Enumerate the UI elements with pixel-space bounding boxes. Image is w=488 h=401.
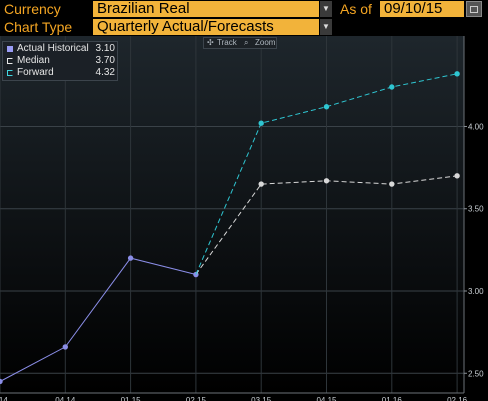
grid-lines [0, 36, 465, 394]
legend-swatch-actual [7, 46, 13, 52]
calendar-icon[interactable] [466, 1, 482, 17]
currency-field[interactable]: Brazilian Real [93, 1, 319, 17]
x-tick-label: 01 16 [382, 396, 403, 401]
chart-legend: Actual Historical 3.10 Median 3.70 Forwa… [2, 41, 118, 81]
data-point-actual-historical [0, 378, 3, 385]
legend-value-median: 3.70 [95, 55, 115, 66]
chart-toolbar: ✣ Track ⌕ Zoom [203, 37, 277, 49]
legend-name-median: Median [17, 55, 50, 66]
data-point-actual-historical [127, 255, 134, 261]
y-axis-labels: 2.50 3.00 3.50 4.00 [464, 122, 484, 378]
legend-swatch-median [7, 58, 13, 64]
x-tick-label: 04 15 [316, 396, 337, 401]
x-tick-label: 02 16 [447, 396, 468, 401]
data-point-forward [389, 84, 395, 90]
data-point-actual-historical [62, 344, 69, 350]
chart-area: 2.50 3.00 3.50 4.00 4 14 04 14 01 15 02 15 03 1… [0, 36, 488, 401]
legend-swatch-forward [7, 70, 13, 76]
plot-background [0, 36, 464, 393]
asof-date-field[interactable]: 09/10/15 [380, 1, 464, 17]
data-point-median [323, 178, 330, 184]
data-point-forward [454, 71, 460, 77]
legend-value-forward: 4.32 [95, 67, 115, 78]
data-point-forward [323, 104, 330, 110]
legend-name-forward: Forward [17, 67, 54, 78]
y-tick-label: 4.00 [468, 122, 484, 131]
header-row-charttype: Chart Type Quarterly Actual/Forecasts ▼ [0, 18, 488, 36]
charttype-label: Chart Type [4, 19, 73, 35]
y-tick-label: 3.50 [468, 205, 484, 214]
zoom-button[interactable]: Zoom [255, 38, 276, 47]
zoom-icon[interactable]: ⌕ [244, 38, 249, 47]
line-chart: 2.50 3.00 3.50 4.00 4 14 04 14 01 15 02 15 03 1… [0, 36, 484, 401]
series-group [0, 71, 460, 385]
data-point-median [389, 181, 395, 187]
track-button[interactable]: Track [217, 38, 237, 47]
x-tick-label: 03 15 [251, 396, 272, 401]
series-line-actual-historical [0, 257, 197, 382]
x-tick-label: 02 15 [186, 396, 207, 401]
x-tick-label: 04 14 [55, 396, 76, 401]
currency-dropdown-icon[interactable]: ▼ [320, 1, 332, 17]
x-tick-label: 4 14 [0, 396, 8, 401]
data-point-median [258, 181, 264, 187]
legend-value-actual: 3.10 [95, 43, 115, 54]
data-point-median [454, 173, 460, 179]
legend-item-forward: Forward 4.32 [7, 67, 117, 79]
asof-label: As of [340, 1, 372, 17]
y-tick-label: 3.00 [468, 287, 484, 296]
y-tick-label: 2.50 [468, 369, 484, 378]
header-row-currency: Currency Brazilian Real ▼ As of 09/10/15 [0, 0, 488, 18]
charttype-field[interactable]: Quarterly Actual/Forecasts [93, 19, 319, 35]
x-tick-label: 01 15 [121, 396, 142, 401]
charttype-dropdown-icon[interactable]: ▼ [320, 19, 332, 35]
track-icon[interactable]: ✣ [207, 38, 214, 47]
currency-label: Currency [4, 1, 61, 17]
legend-name-actual: Actual Historical [17, 43, 89, 54]
legend-item-actual: Actual Historical 3.10 [7, 43, 117, 55]
legend-item-median: Median 3.70 [7, 55, 117, 67]
data-point-forward [258, 120, 264, 126]
